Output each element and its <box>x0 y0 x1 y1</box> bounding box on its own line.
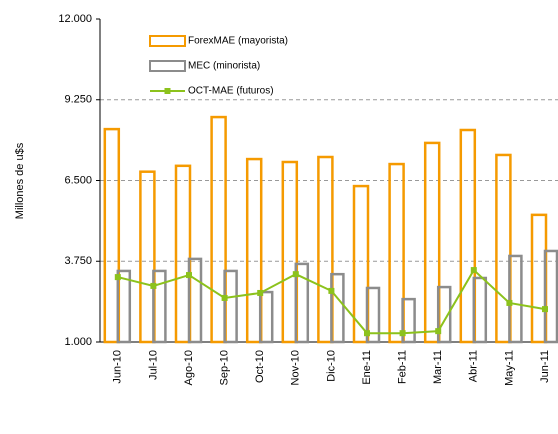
y-tick-label: 12.000 <box>58 13 92 25</box>
bar <box>495 153 512 344</box>
bar <box>152 269 167 344</box>
marker <box>435 328 442 335</box>
bar <box>103 127 121 344</box>
bar <box>330 272 345 344</box>
bar <box>317 155 334 344</box>
x-tick-label: Ago-10 <box>183 350 195 385</box>
legend-swatch <box>149 60 186 72</box>
legend-swatch <box>164 88 171 94</box>
bar <box>508 254 523 344</box>
bar <box>388 162 405 344</box>
y-tick-label: 1.000 <box>64 336 92 348</box>
marker <box>257 289 264 296</box>
x-tick-label: Jul-10 <box>147 350 159 380</box>
bar <box>543 249 558 344</box>
marker <box>221 294 228 301</box>
legend-label: OCT-MAE (futuros) <box>188 86 274 97</box>
marker <box>399 330 406 337</box>
x-tick-label: Nov-10 <box>290 350 302 385</box>
x-tick-label: Feb-11 <box>397 350 409 384</box>
bar <box>365 286 381 344</box>
x-tick-label: Oct-10 <box>254 350 266 383</box>
x-tick-label: Dic-10 <box>325 350 337 382</box>
bar <box>436 285 452 344</box>
marker <box>364 330 370 337</box>
bar <box>294 262 310 344</box>
marker <box>542 306 548 313</box>
marker <box>114 274 121 281</box>
x-tick-label: May-11 <box>503 350 515 386</box>
x-tick-label: Jun-11 <box>539 350 551 383</box>
bar <box>459 128 477 344</box>
bar <box>223 269 238 344</box>
bar <box>174 164 192 344</box>
bar <box>210 115 227 344</box>
y-tick-label: 3.750 <box>64 255 92 267</box>
x-tick-label: Ene-11 <box>361 350 373 385</box>
bar <box>281 160 299 344</box>
marker <box>506 299 513 306</box>
marker <box>186 272 192 279</box>
marker <box>150 282 157 289</box>
x-tick-label: Jun-10 <box>112 350 124 384</box>
y-axis-label: Millones de u$s <box>14 142 26 219</box>
y-tick-label: 9.250 <box>64 94 92 106</box>
bar <box>472 276 488 344</box>
x-tick-label: Mar-11 <box>432 350 444 384</box>
bar <box>258 290 274 344</box>
legend-swatch <box>149 35 186 47</box>
marker <box>470 267 477 274</box>
legend-label: MEC (minorista) <box>188 61 260 72</box>
bar <box>352 184 370 344</box>
bar <box>245 157 263 344</box>
legend-label: ForexMAE (mayorista) <box>188 36 288 47</box>
bar <box>116 269 132 344</box>
bar <box>423 141 441 344</box>
y-tick-label: 6.500 <box>64 174 92 186</box>
bar <box>187 257 203 344</box>
bar <box>401 297 416 344</box>
x-tick-label: Sep-10 <box>219 350 231 385</box>
marker <box>292 271 299 278</box>
marker <box>328 287 335 294</box>
x-tick-label: Abr-11 <box>468 350 480 382</box>
bar <box>139 170 156 344</box>
